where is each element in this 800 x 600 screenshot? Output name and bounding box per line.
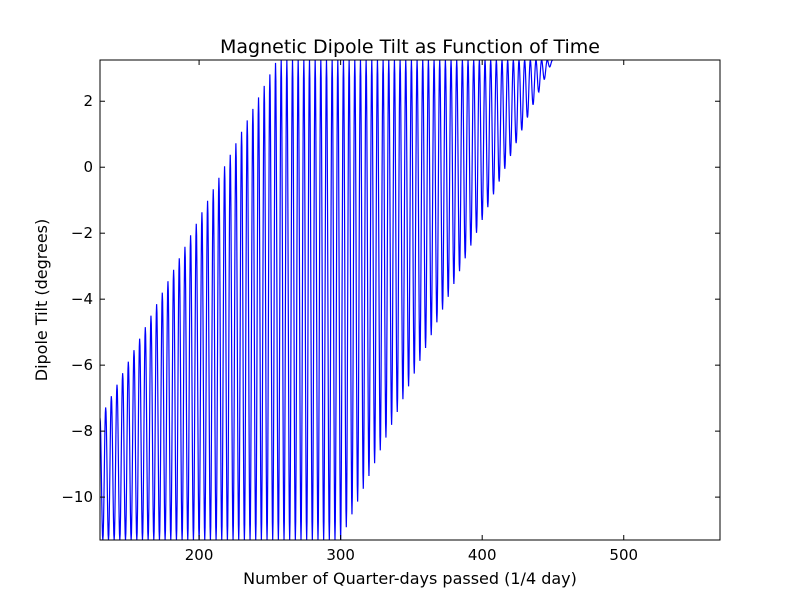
y-tick-label: −6 — [71, 356, 93, 374]
y-tick-label: 0 — [83, 158, 93, 176]
y-tick-label: −2 — [71, 224, 93, 242]
y-axis-ticks: −10 −8 −6 −4 −2 0 2 — [61, 92, 720, 506]
x-axis-ticks: 200 300 400 500 — [185, 60, 638, 564]
x-tick-label: 400 — [468, 546, 497, 564]
series-line — [100, 60, 554, 540]
y-tick-label: −4 — [71, 290, 93, 308]
plot-area — [99, 59, 721, 541]
x-axis-label: Number of Quarter-days passed (1/4 day) — [243, 569, 577, 588]
chart-title: Magnetic Dipole Tilt as Function of Time — [220, 36, 600, 58]
x-tick-label: 300 — [326, 546, 355, 564]
plot-frame — [99, 59, 721, 541]
y-tick-label: 2 — [83, 92, 93, 110]
series-dipole-tilt — [100, 60, 554, 540]
y-tick-label: −8 — [71, 422, 93, 440]
x-tick-label: 500 — [609, 546, 638, 564]
y-axis-label: Dipole Tilt (degrees) — [32, 219, 51, 382]
y-tick-label: −10 — [61, 488, 93, 506]
x-tick-label: 200 — [185, 546, 214, 564]
